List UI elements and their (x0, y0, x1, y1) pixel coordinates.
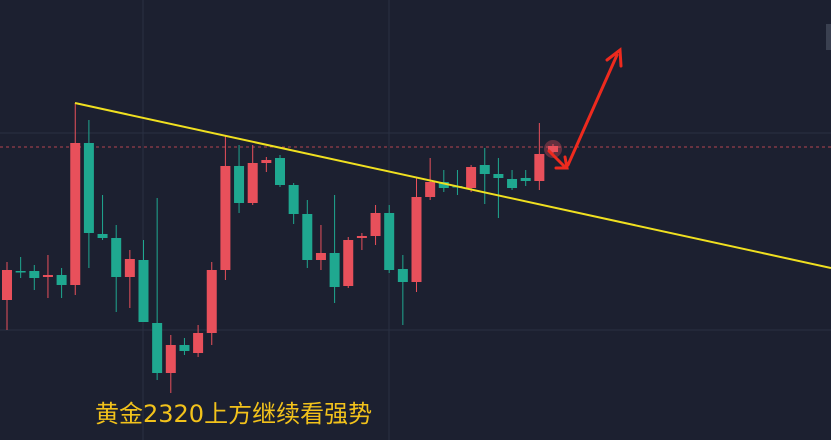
candle-body (56, 275, 67, 285)
arrow-down (547, 149, 567, 169)
candle-body (15, 271, 26, 273)
side-handle (826, 24, 831, 50)
candle-body (397, 269, 408, 282)
arrow-up (566, 53, 619, 167)
candle-body (97, 234, 108, 238)
candle-body (438, 182, 449, 188)
candle-body (425, 182, 436, 197)
candle-body (411, 197, 422, 282)
candle-body (2, 270, 12, 300)
candle-body (29, 271, 40, 278)
candle-body (370, 213, 381, 236)
candle-body (288, 185, 299, 214)
candle-body (343, 240, 354, 286)
candle-body (493, 174, 504, 178)
candle-body (548, 146, 558, 152)
candle-body (234, 166, 245, 203)
candle-body (275, 158, 285, 185)
candle-body (520, 178, 531, 181)
arrow-up-head (605, 47, 623, 68)
candle-body (124, 259, 135, 277)
candle-body (111, 238, 122, 277)
candle-body (247, 163, 258, 203)
candle-body (179, 345, 190, 351)
candle-body (302, 214, 313, 260)
candle-body (193, 333, 204, 353)
candle-body (206, 270, 217, 333)
glow (544, 140, 562, 158)
candle-body (138, 260, 149, 322)
candle-body (534, 154, 545, 181)
candle-body (261, 160, 272, 163)
arrow-down-head (554, 155, 569, 170)
candle-body (466, 167, 477, 188)
candle-body (384, 213, 395, 270)
candle-body (220, 166, 231, 270)
candle-body (356, 236, 367, 238)
arrows (547, 47, 623, 170)
caption: 黄金2320上方继续看强势 (95, 400, 372, 428)
candles (2, 103, 558, 393)
candle-body (70, 143, 81, 285)
candle-body (507, 179, 518, 188)
candle-body (152, 323, 163, 373)
candle-body (83, 143, 94, 233)
candle-body (315, 253, 326, 260)
candle-body (329, 253, 340, 287)
candle-body (165, 345, 176, 373)
trend-line (74, 102, 831, 269)
candle-body (42, 275, 53, 277)
candle-body (479, 165, 490, 174)
